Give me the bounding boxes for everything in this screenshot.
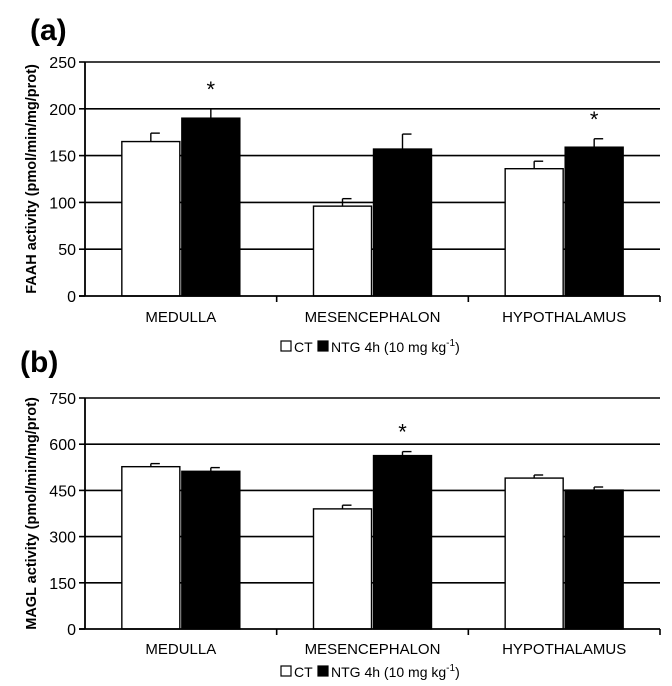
bar-ntg	[372, 454, 433, 630]
legend-label-ntg-close: )	[455, 664, 460, 680]
legend-swatch-ntg	[317, 665, 329, 677]
legend-label-ntg-text: NTG 4h (10 mg kg	[331, 664, 446, 680]
significance-marker: *	[398, 420, 407, 445]
y-tick-label: 450	[49, 483, 76, 500]
legend-label-ntg-close: )	[455, 339, 460, 355]
bar-ntg	[372, 148, 433, 297]
bar-ct	[504, 477, 564, 630]
chart-panel-b: (b) 0 150 300 450 600 750 MAGL activity (pmol/m…	[20, 346, 661, 680]
x-tick-label: HYPOTHALAMUS	[502, 309, 626, 326]
x-tick-label: HYPOTHALAMUS	[502, 641, 626, 658]
panel-label: (a)	[30, 14, 67, 47]
significance-marker: *	[207, 77, 216, 102]
y-tick-label: 100	[49, 195, 76, 212]
legend: CT NTG 4h (10 mg kg-1)	[280, 338, 460, 355]
bar-ntg	[564, 489, 624, 630]
chart-panel-a: (a) 0 50 100 150 200 250 FAAH activity (pmol/mi…	[24, 14, 661, 355]
panel-label: (b)	[20, 346, 58, 379]
y-tick-label: 200	[49, 102, 76, 119]
legend-swatch-ntg	[317, 340, 329, 352]
y-axis-label: FAAH activity (pmol/min/mg/prot)	[24, 64, 40, 294]
y-tick-label: 300	[49, 530, 76, 547]
y-tick-label: 0	[67, 289, 76, 306]
bar-ct	[121, 465, 181, 630]
legend: CT NTG 4h (10 mg kg-1)	[280, 663, 460, 680]
y-axis-label: MAGL activity (pmol/min/mg/prot)	[24, 397, 40, 630]
legend-label-ntg-sup: -1	[446, 338, 455, 349]
legend-label-ntg: NTG 4h (10 mg kg-1)	[331, 338, 460, 355]
bar-ntg	[564, 146, 624, 297]
x-tick-label: MEDULLA	[145, 309, 216, 326]
legend-label-ntg-text: NTG 4h (10 mg kg	[331, 339, 446, 355]
legend-label-ct: CT	[294, 664, 313, 680]
bar-ct	[312, 205, 373, 297]
legend-swatch-ct	[280, 665, 292, 677]
y-tick-label: 150	[49, 576, 76, 593]
bar-ct	[312, 508, 373, 630]
x-tick-label: MESENCEPHALON	[305, 309, 441, 326]
y-tick-label: 150	[49, 149, 76, 166]
legend-label-ntg-sup: -1	[446, 663, 455, 674]
x-tick-label: MESENCEPHALON	[305, 641, 441, 658]
bar-ntg	[181, 117, 241, 297]
bar-ct	[504, 168, 564, 297]
y-tick-label: 600	[49, 437, 76, 454]
y-tick-label: 50	[58, 242, 76, 259]
bar-ntg	[181, 470, 241, 630]
legend-swatch-ct	[280, 340, 292, 352]
legend-label-ct: CT	[294, 339, 313, 355]
legend-label-ntg: NTG 4h (10 mg kg-1)	[331, 663, 460, 680]
significance-marker: *	[590, 107, 599, 132]
y-tick-label: 750	[49, 391, 76, 408]
y-tick-label: 0	[67, 622, 76, 639]
bar-ct	[121, 140, 181, 297]
x-tick-label: MEDULLA	[145, 641, 216, 658]
y-tick-label: 250	[49, 55, 76, 72]
